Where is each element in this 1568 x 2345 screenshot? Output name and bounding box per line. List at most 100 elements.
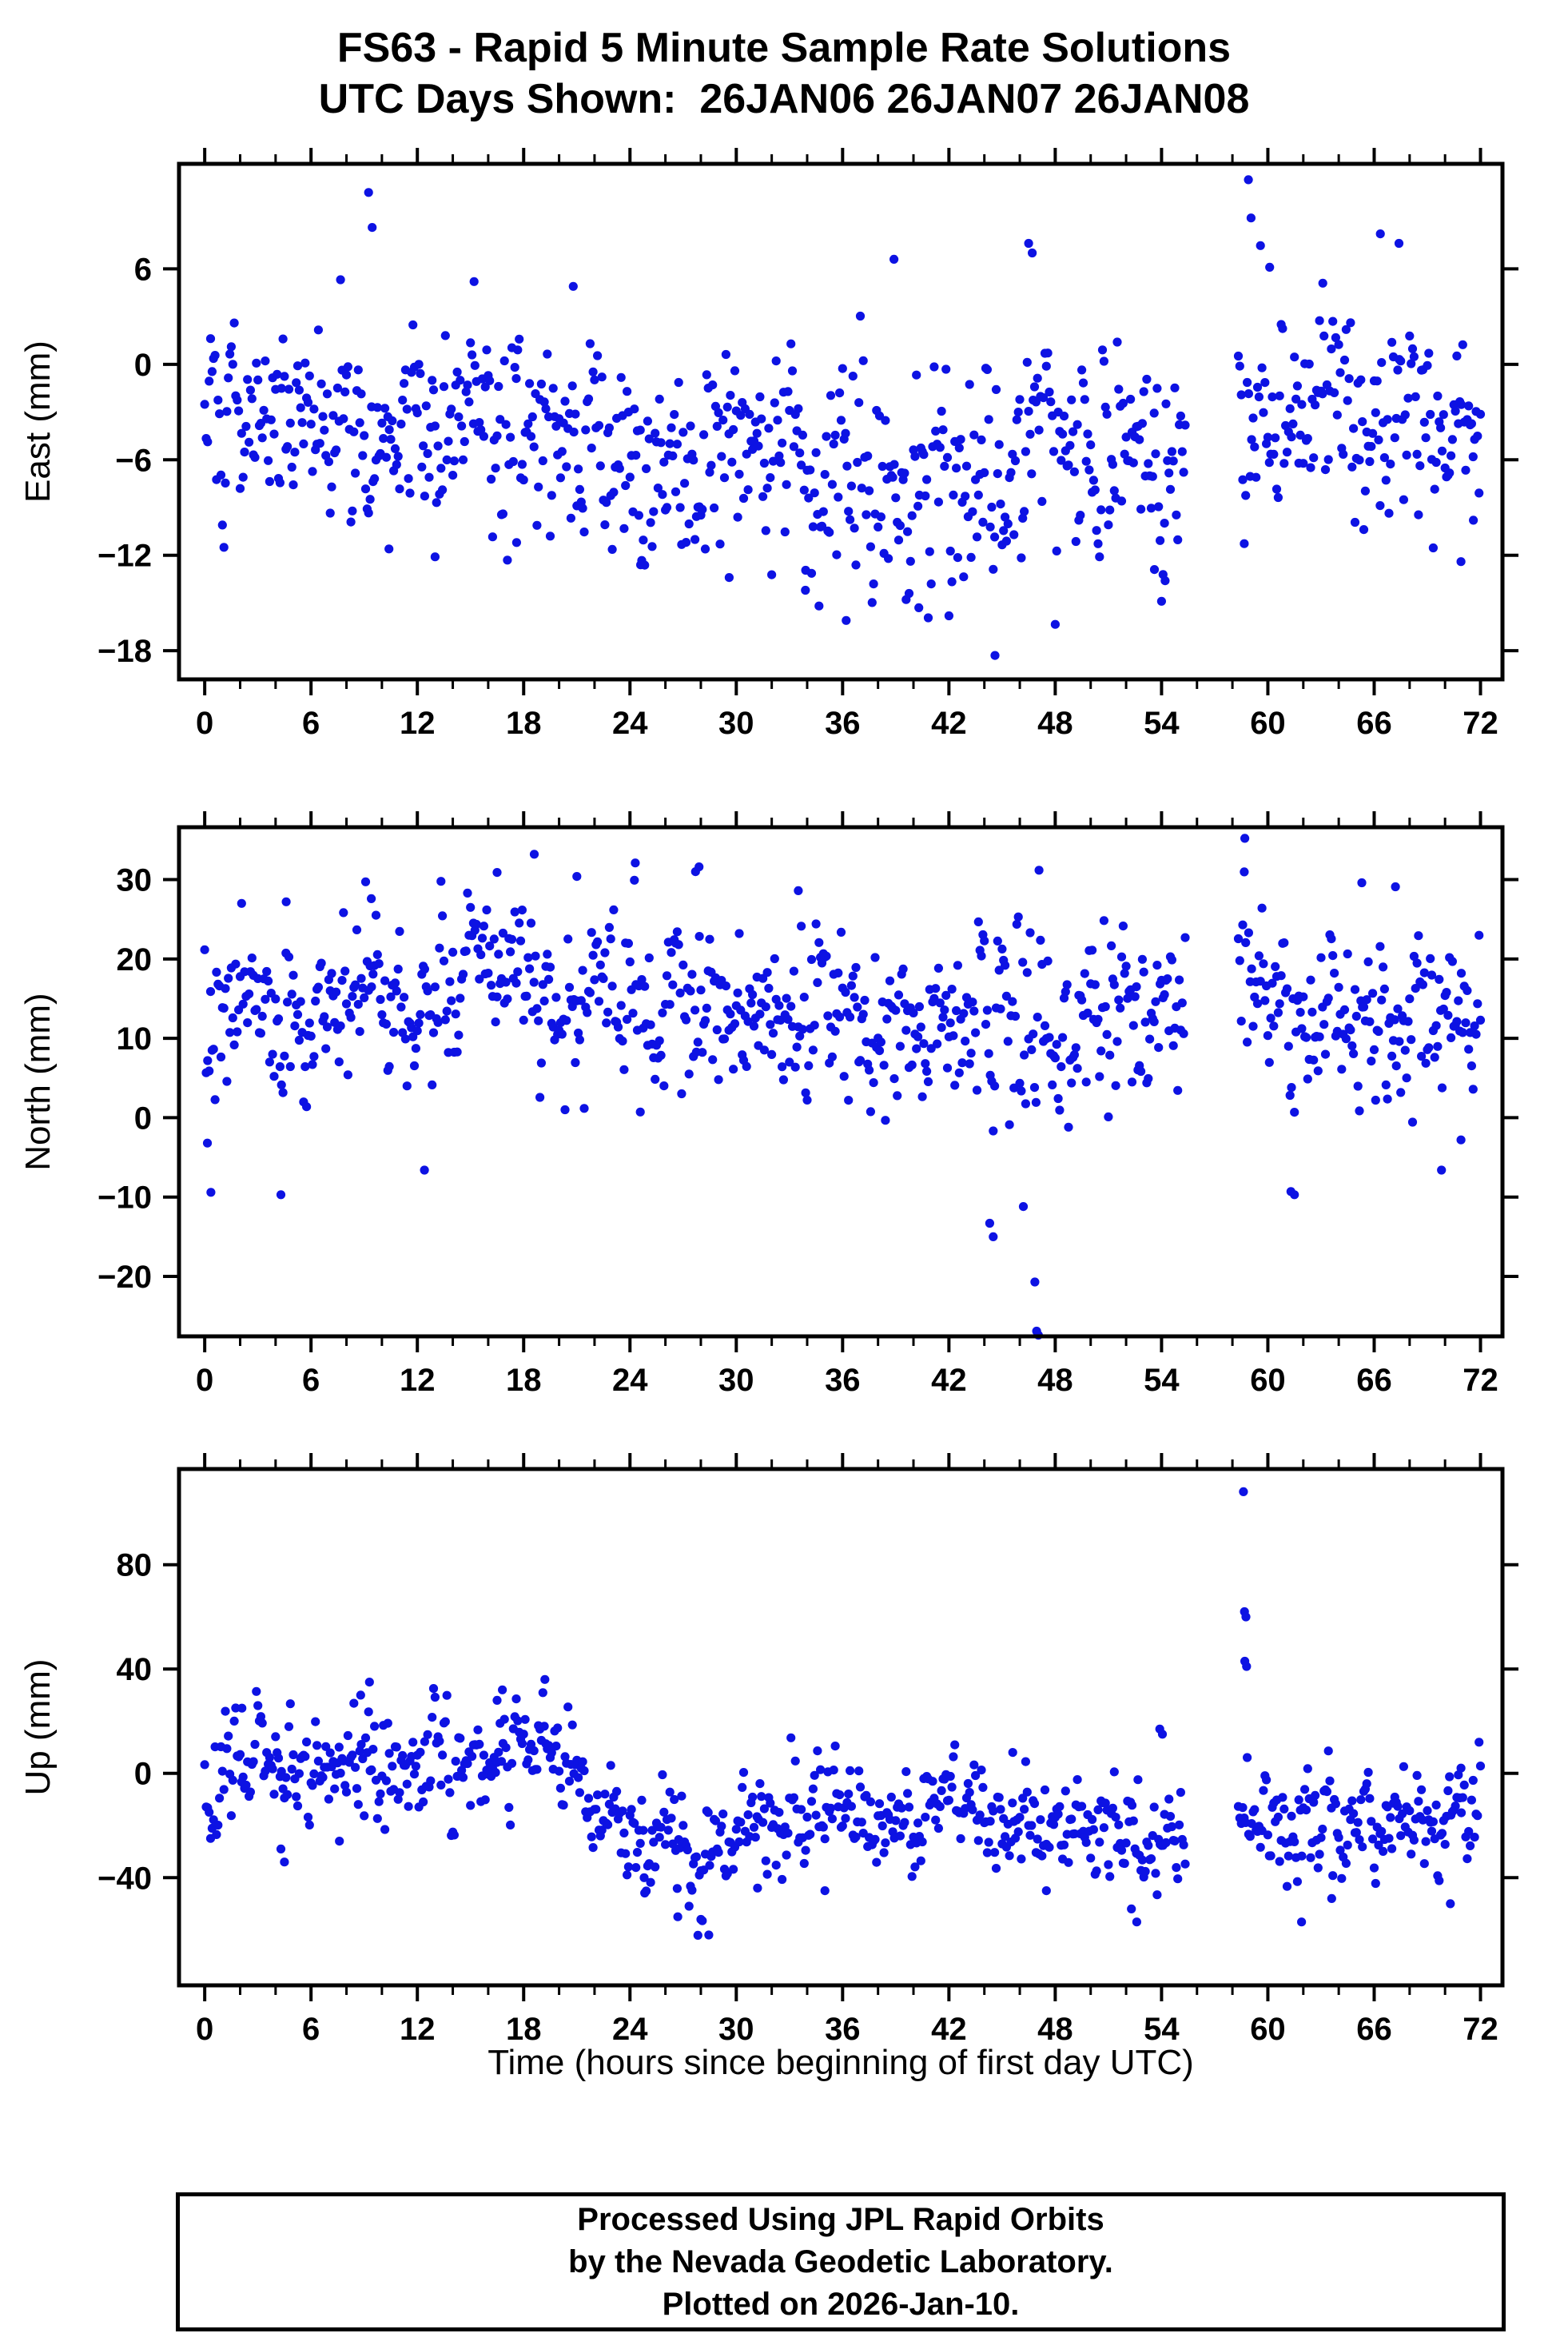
data-point xyxy=(1374,1026,1383,1037)
data-point xyxy=(1180,933,1190,942)
data-point xyxy=(914,1001,924,1012)
data-point xyxy=(736,1817,746,1827)
data-point xyxy=(616,372,626,382)
data-point xyxy=(850,524,859,533)
data-point xyxy=(895,1831,905,1841)
data-point xyxy=(1335,1845,1345,1855)
data-point xyxy=(731,1825,741,1834)
data-point xyxy=(1055,1802,1065,1811)
data-point xyxy=(1292,381,1302,391)
data-point xyxy=(1112,1037,1122,1046)
data-point xyxy=(545,532,555,541)
data-point xyxy=(1271,961,1280,971)
data-point xyxy=(452,1047,462,1057)
data-point xyxy=(417,462,427,472)
footer-line-1: Processed Using JPL Rapid Orbits xyxy=(577,2201,1104,2237)
data-point xyxy=(372,1813,382,1823)
data-point xyxy=(825,528,834,537)
data-point xyxy=(679,1821,688,1830)
data-point xyxy=(543,349,552,359)
data-point xyxy=(1241,938,1251,947)
data-point xyxy=(738,1768,749,1778)
data-point xyxy=(370,1722,380,1731)
data-point xyxy=(869,579,878,589)
data-point xyxy=(705,468,714,477)
x-tick-label: 18 xyxy=(506,1363,542,1398)
data-point xyxy=(1265,262,1275,272)
data-point xyxy=(228,360,237,369)
data-point xyxy=(1343,949,1352,959)
data-point xyxy=(699,430,709,440)
data-point xyxy=(1069,427,1078,436)
data-point xyxy=(1003,1037,1013,1046)
data-point xyxy=(1102,1029,1112,1039)
data-point xyxy=(621,1849,631,1858)
data-point xyxy=(980,936,989,946)
data-point xyxy=(1252,382,1263,392)
data-point xyxy=(283,442,293,452)
data-point xyxy=(1368,1834,1378,1844)
data-point xyxy=(1330,969,1339,978)
data-point xyxy=(872,1857,882,1867)
data-point xyxy=(316,379,326,388)
data-point xyxy=(593,937,603,946)
data-point xyxy=(931,1815,941,1825)
data-point xyxy=(469,277,479,286)
data-point xyxy=(579,1104,589,1113)
data-point xyxy=(594,420,604,430)
data-point xyxy=(265,1057,274,1067)
data-point xyxy=(811,919,821,929)
data-point xyxy=(1100,1798,1110,1808)
data-point xyxy=(1057,456,1066,465)
data-point xyxy=(1375,942,1385,951)
data-point xyxy=(1306,1853,1315,1862)
data-point xyxy=(799,993,809,1002)
data-point xyxy=(658,1770,667,1780)
data-point xyxy=(1454,1770,1463,1780)
data-point xyxy=(257,1718,267,1728)
data-point xyxy=(1077,1802,1087,1811)
data-point xyxy=(560,1105,570,1115)
data-point xyxy=(935,998,945,1008)
data-point xyxy=(665,1000,675,1009)
data-point xyxy=(1048,1080,1057,1089)
data-point xyxy=(696,985,706,995)
data-point xyxy=(273,369,282,379)
data-point xyxy=(268,1049,277,1059)
data-point xyxy=(990,532,1000,542)
data-point xyxy=(656,1822,666,1832)
data-point xyxy=(534,1016,543,1025)
x-tick-label: 48 xyxy=(1037,706,1073,741)
data-point xyxy=(390,978,400,988)
data-point xyxy=(428,1684,439,1694)
data-point xyxy=(696,1914,706,1925)
data-point xyxy=(895,1041,905,1051)
data-point xyxy=(321,1044,331,1053)
data-point xyxy=(919,450,929,460)
data-point xyxy=(259,405,269,415)
data-point xyxy=(832,550,842,559)
data-point xyxy=(551,421,561,431)
data-point xyxy=(1247,1819,1256,1829)
data-point xyxy=(959,572,969,582)
data-point xyxy=(700,544,710,554)
data-point xyxy=(442,455,452,465)
data-point xyxy=(947,577,957,587)
data-point xyxy=(1244,389,1253,399)
data-point xyxy=(766,1798,775,1808)
data-point xyxy=(941,364,951,374)
data-point xyxy=(858,1009,868,1019)
data-point xyxy=(1292,1877,1302,1886)
data-point xyxy=(1238,920,1248,930)
data-point xyxy=(321,1742,331,1751)
data-point xyxy=(996,1004,1005,1013)
data-point xyxy=(1108,460,1117,469)
data-point xyxy=(1154,1043,1164,1053)
data-point xyxy=(233,1027,242,1037)
data-point xyxy=(1031,1097,1041,1107)
data-point xyxy=(671,487,681,496)
data-point xyxy=(498,1685,507,1694)
data-point xyxy=(1339,1005,1350,1014)
data-point xyxy=(1127,1801,1137,1810)
data-point xyxy=(1018,513,1028,524)
